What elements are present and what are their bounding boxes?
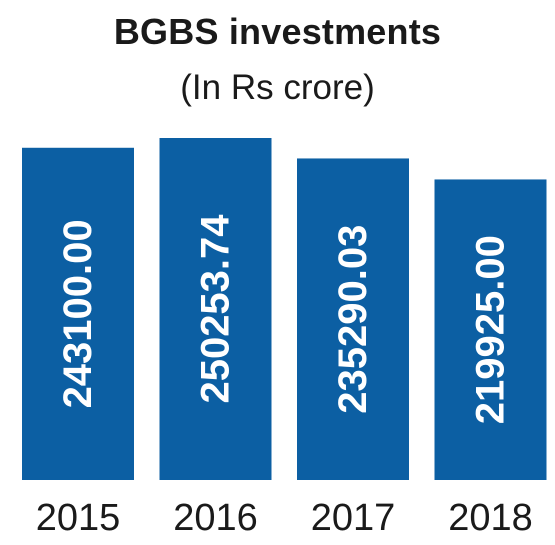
bar-2018 [434,179,547,481]
bar-2016 [159,138,272,480]
chart-title: BGBS investments [113,11,442,52]
value-label-2017: 235290.03 [331,225,375,414]
value-label-2016: 250253.74 [194,214,238,404]
value-label-2015: 243100.00 [56,219,100,408]
bar-2017 [297,158,409,481]
category-label-2017: 2017 [311,497,396,539]
bar-2015 [22,147,134,480]
chart-subtitle: (In Rs crore) [180,68,375,107]
value-labels-group: 243100.00 250253.74 235290.03 219925.00 [56,214,513,425]
value-label-2018: 219925.00 [469,235,513,424]
category-label-2016: 2016 [173,497,258,539]
category-label-2018: 2018 [448,497,533,539]
bars-group [22,138,547,481]
category-labels-group: 2015 2016 2017 2018 [36,497,533,539]
category-label-2015: 2015 [36,497,121,539]
